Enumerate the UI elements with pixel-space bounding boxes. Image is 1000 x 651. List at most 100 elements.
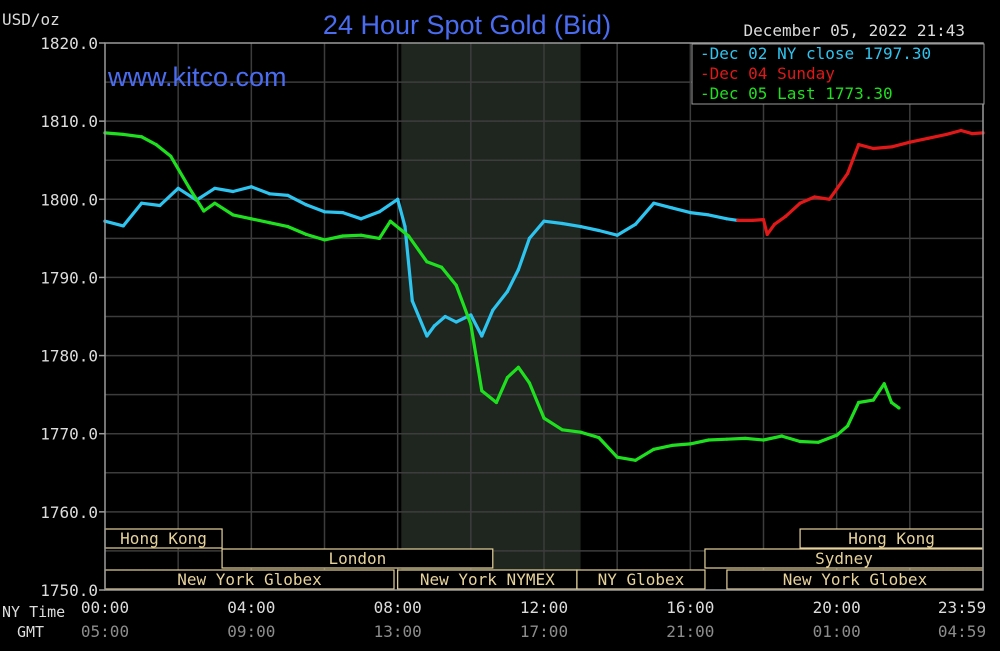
data-point xyxy=(121,224,125,228)
data-point xyxy=(688,442,692,446)
data-point xyxy=(425,260,429,264)
data-point xyxy=(268,221,272,225)
data-point xyxy=(652,447,656,451)
data-point xyxy=(926,136,930,140)
data-point xyxy=(154,142,158,147)
data-point xyxy=(454,320,458,324)
data-point xyxy=(491,308,495,312)
y-tick-label: 1760.0 xyxy=(40,503,98,522)
data-point xyxy=(871,146,875,151)
data-point xyxy=(469,313,473,317)
y-tick-label: 1770.0 xyxy=(40,425,98,444)
session-label: NY Globex xyxy=(598,570,685,589)
data-point xyxy=(615,455,619,459)
data-point xyxy=(286,193,290,197)
legend-item-dec02: -Dec 02 NY close 1797.30 xyxy=(700,44,931,63)
data-point xyxy=(750,218,755,222)
data-point xyxy=(322,238,327,242)
session-label: Hong Kong xyxy=(848,529,935,548)
data-point xyxy=(268,192,272,196)
x-tick-label-ny: 04:00 xyxy=(227,598,275,617)
data-point xyxy=(652,201,656,205)
y-tick-label: 1780.0 xyxy=(40,347,98,366)
data-point xyxy=(761,438,766,442)
unit-label: USD/oz xyxy=(2,10,60,29)
x-tick-label-gmt: 21:00 xyxy=(666,622,714,641)
data-point xyxy=(213,186,217,190)
watermark: www.kitco.com xyxy=(107,62,287,92)
x-tick-label-gmt: 05:00 xyxy=(81,622,129,641)
data-point xyxy=(505,289,510,294)
x-tick-label-ny: 20:00 xyxy=(813,598,861,617)
legend-item-dec04: -Dec 04 Sunday xyxy=(700,64,835,83)
data-point xyxy=(187,185,191,190)
data-point xyxy=(597,228,601,233)
data-point xyxy=(835,433,839,437)
data-point xyxy=(783,214,788,219)
x-tick-label-gmt: 09:00 xyxy=(227,622,275,641)
data-point xyxy=(249,217,253,221)
plot-frame xyxy=(104,42,984,591)
data-point xyxy=(761,218,766,222)
data-point xyxy=(707,213,711,217)
y-tick-label: 1800.0 xyxy=(40,190,98,209)
data-point xyxy=(944,132,949,137)
x-axis-ticks: 00:00 04:00 08:00 12:00 16:00 20:00 23:59 05:00… xyxy=(81,598,986,641)
y-tick-label: 1810.0 xyxy=(40,112,98,131)
data-point xyxy=(139,135,144,139)
data-point xyxy=(772,222,777,226)
x-tick-label-ny: 16:00 xyxy=(666,598,714,617)
data-point xyxy=(527,381,531,385)
data-point xyxy=(516,365,520,369)
data-point xyxy=(780,434,784,438)
data-point xyxy=(304,203,308,207)
data-point xyxy=(158,203,162,208)
x-tick-label-gmt: 17:00 xyxy=(520,622,568,641)
data-point xyxy=(176,186,180,190)
data-point xyxy=(798,201,802,205)
series-line-1 xyxy=(736,128,985,236)
data-point xyxy=(439,265,444,269)
data-point xyxy=(970,132,974,136)
data-point xyxy=(560,221,564,226)
data-point xyxy=(286,225,290,229)
data-point xyxy=(857,400,861,405)
data-point xyxy=(469,322,473,326)
data-point xyxy=(725,437,729,441)
y-tick-label: 1790.0 xyxy=(40,268,98,287)
data-point xyxy=(231,213,235,217)
data-point xyxy=(889,400,894,405)
legend-box xyxy=(691,43,985,105)
y-axis-ticks: 1820.0 1810.0 1800.0 1790.0 1780.0 1770.0 1760… xyxy=(40,34,105,600)
session-label: New York NYMEX xyxy=(420,570,555,589)
data-point xyxy=(121,132,125,137)
data-point xyxy=(505,375,510,380)
legend: -Dec 02 NY close 1797.30 -Dec 04 Sunday … xyxy=(691,43,985,105)
data-point xyxy=(425,334,429,338)
data-point xyxy=(231,189,235,194)
data-point xyxy=(341,234,345,238)
data-point xyxy=(846,171,850,176)
data-point xyxy=(578,430,583,434)
legend-item-dec05: -Dec 05 Last 1773.30 xyxy=(700,84,893,103)
data-point xyxy=(560,428,564,432)
chart-title: 24 Hour Spot Gold (Bid) xyxy=(323,10,611,40)
session-label: Sydney xyxy=(815,549,873,568)
data-point xyxy=(889,145,894,149)
ny-time-label: NY Time xyxy=(2,603,65,621)
y-tick-label: 1750.0 xyxy=(40,581,98,600)
data-point xyxy=(213,201,217,205)
data-point xyxy=(443,314,447,319)
data-point xyxy=(857,142,861,147)
session-box xyxy=(576,569,706,590)
data-point xyxy=(396,197,400,201)
data-point xyxy=(633,458,638,462)
data-point xyxy=(578,225,583,229)
data-point xyxy=(480,389,484,393)
data-point xyxy=(249,185,253,189)
data-point xyxy=(725,217,729,221)
data-point xyxy=(707,438,711,442)
data-point xyxy=(322,210,327,214)
data-point xyxy=(959,128,963,133)
